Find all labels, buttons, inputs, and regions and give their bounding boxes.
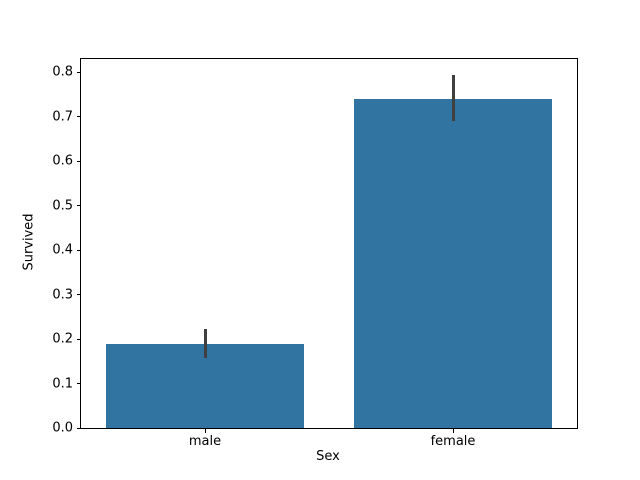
y-tick-label: 0.8 [52, 64, 73, 80]
x-axis-label: Sex [316, 449, 340, 464]
bar-female [353, 99, 553, 428]
error-bar-male [203, 329, 207, 358]
y-tick [76, 338, 80, 340]
y-tick [76, 71, 80, 73]
y-tick [76, 160, 80, 162]
y-tick [76, 116, 80, 118]
y-tick-label: 0.4 [52, 242, 73, 258]
y-axis-label: Survived [21, 213, 37, 271]
y-tick-label: 0.6 [52, 153, 73, 169]
y-tick [76, 427, 80, 429]
y-tick [76, 383, 80, 385]
y-tick [76, 294, 80, 296]
y-tick-label: 0.3 [52, 287, 73, 303]
error-bar-female [451, 74, 455, 122]
y-tick-label: 0.1 [52, 376, 73, 392]
x-tick-male [204, 429, 206, 433]
y-tick-label: 0.0 [52, 420, 73, 436]
y-tick [76, 249, 80, 251]
x-tick-label-male: male [188, 434, 222, 449]
y-tick [76, 205, 80, 207]
y-tick-label: 0.5 [52, 198, 73, 214]
x-tick-label-female: female [430, 434, 476, 449]
y-tick-label: 0.7 [52, 109, 73, 125]
x-tick-female [452, 429, 454, 433]
y-tick-label: 0.2 [52, 331, 73, 347]
plot-area: 0.0 0.1 0.2 0.3 0.4 0.5 0.6 0.7 0.8 male female [52, 58, 578, 448]
